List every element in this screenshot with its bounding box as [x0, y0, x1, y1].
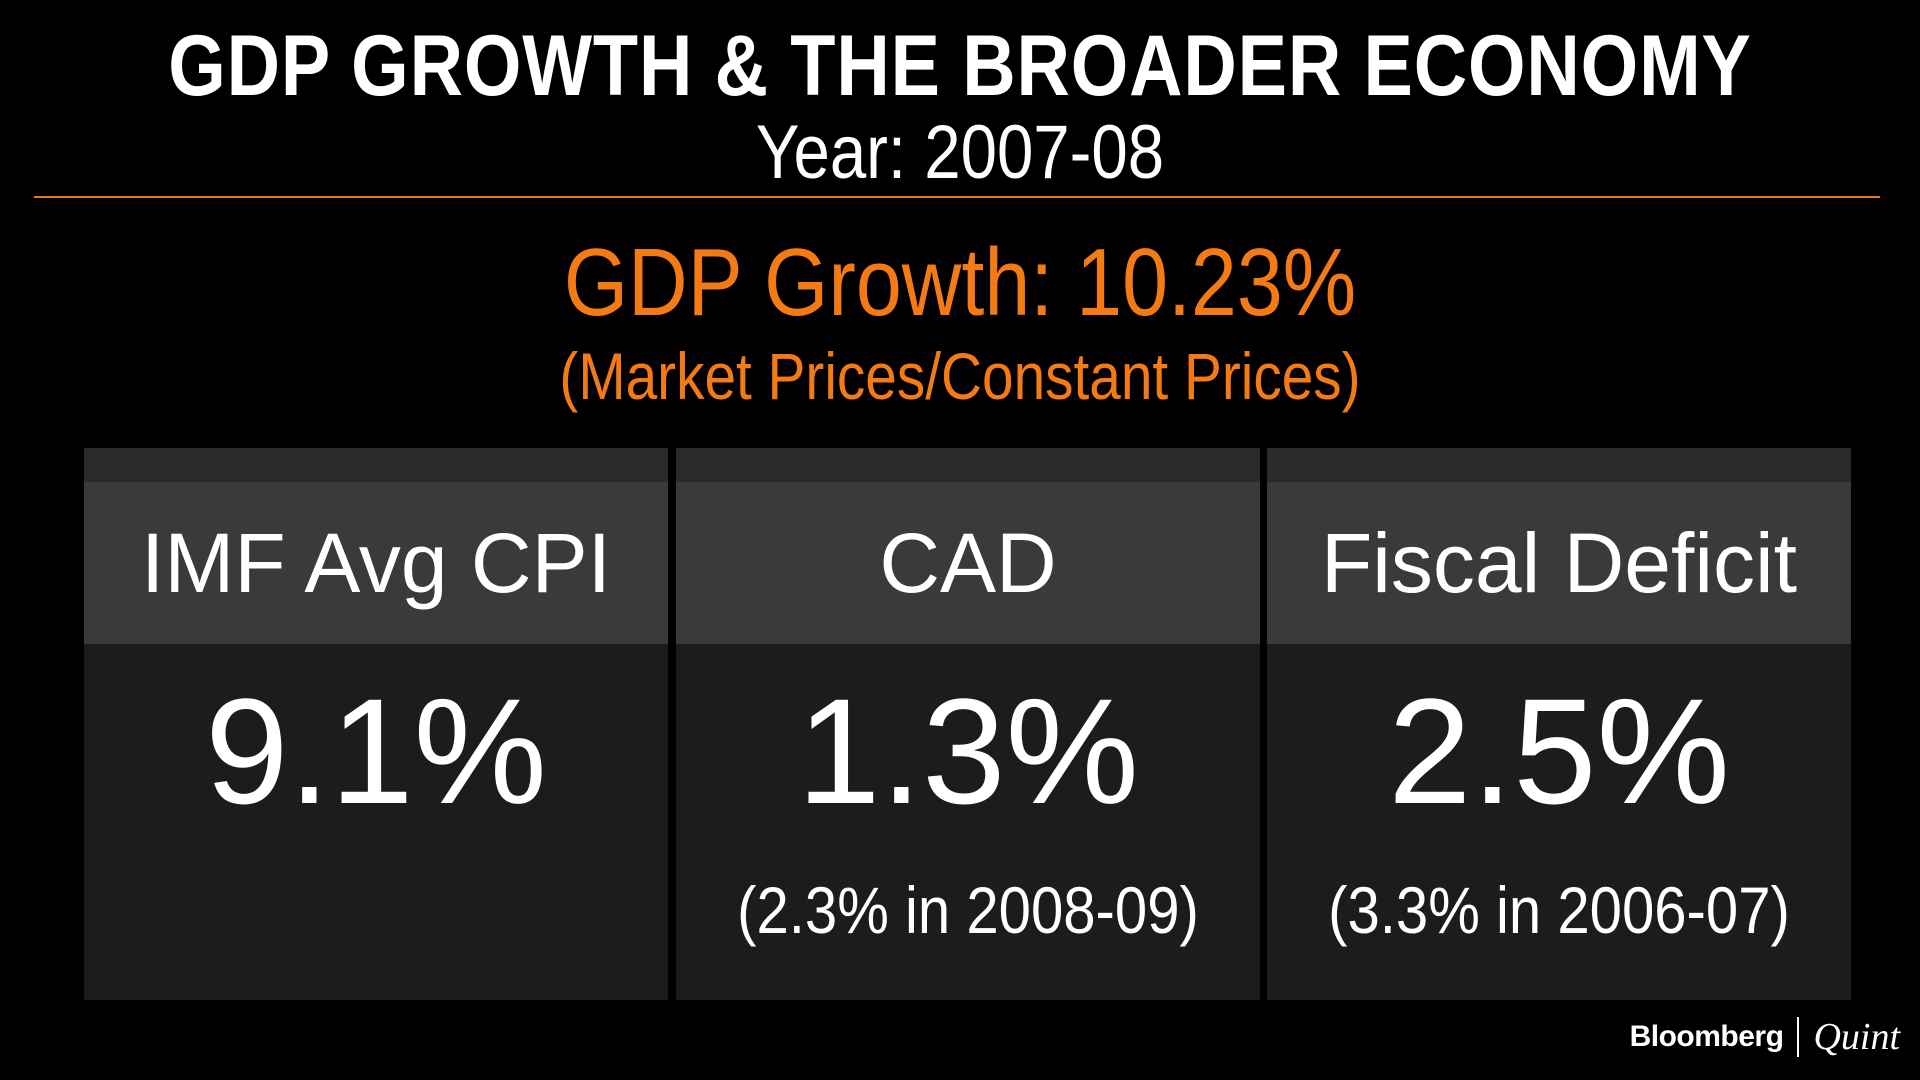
divider [34, 196, 1880, 198]
panel-note-cad: (2.3% in 2008-09) [737, 873, 1199, 947]
panel-label: CAD [676, 482, 1260, 644]
panel-cad: CAD 1.3% [676, 448, 1260, 1000]
panel-note-fiscal-deficit: (3.3% in 2006-07) [1328, 873, 1790, 947]
brand-partner: Quint [1813, 1016, 1900, 1058]
panel-value: 2.5% [1388, 667, 1730, 835]
brand-name: Bloomberg [1629, 1020, 1784, 1053]
page-title: GDP GROWTH & THE BROADER ECONOMY [168, 18, 1752, 114]
panel-top-strip [676, 448, 1260, 482]
panel-label: IMF Avg CPI [84, 482, 668, 644]
panel-label: Fiscal Deficit [1267, 482, 1851, 644]
brand-separator [1797, 1017, 1800, 1057]
brand-logo: Bloomberg Quint [1630, 1012, 1900, 1062]
year-label: Year: 2007-08 [755, 110, 1165, 195]
gdp-growth-subtitle: (Market Prices/Constant Prices) [559, 339, 1361, 413]
panel-top-strip [84, 448, 668, 482]
panel-value: 9.1% [205, 667, 547, 835]
panel-imf-avg-cpi: IMF Avg CPI 9.1% [84, 448, 668, 1000]
gdp-growth-headline: GDP Growth: 10.23% [563, 229, 1357, 336]
panel-top-strip [1267, 448, 1851, 482]
panel-value: 1.3% [797, 667, 1139, 835]
panel-fiscal-deficit: Fiscal Deficit 2.5% [1267, 448, 1851, 1000]
